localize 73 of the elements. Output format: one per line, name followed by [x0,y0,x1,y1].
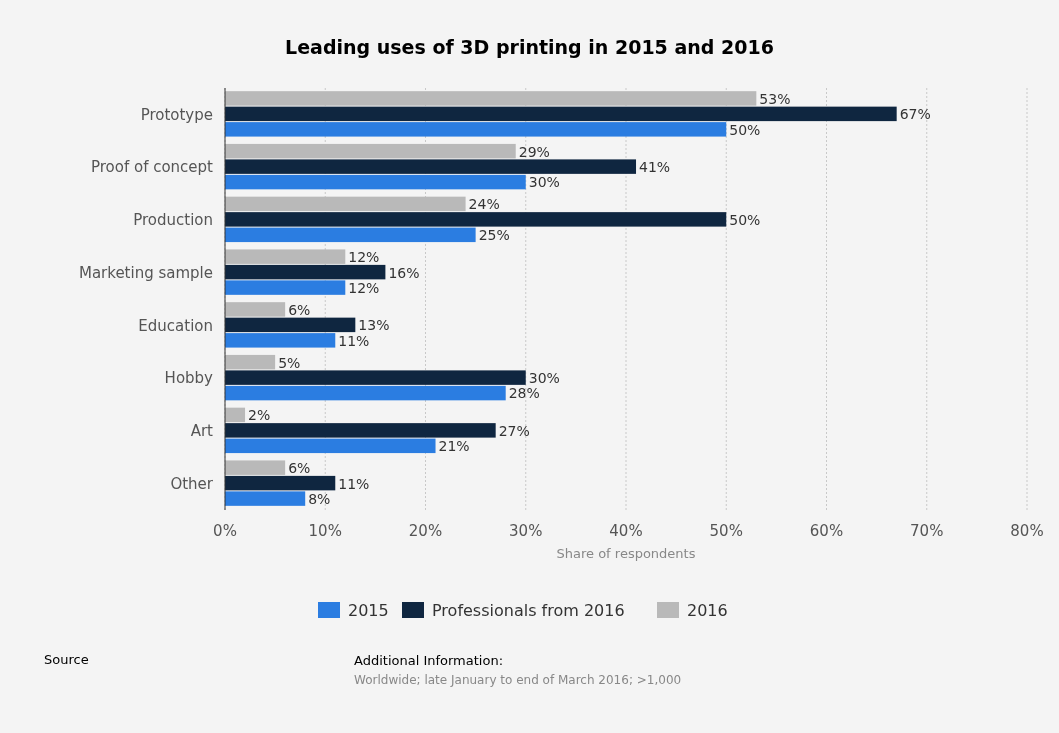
x-tick-label: 40% [609,522,643,540]
x-tick-label: 20% [408,522,443,540]
bar [225,491,306,506]
x-tick-label: 10% [308,522,342,540]
text: Additional Information: [354,653,504,668]
text: Source [44,652,89,667]
data-label: 25% [478,227,510,244]
data-label: 50% [729,121,761,138]
bar [225,159,637,174]
data-label: 41% [639,159,671,176]
data-label: 30% [528,370,560,387]
y-tick-label: Prototype [140,105,213,124]
x-tick-label: 50% [709,522,743,540]
bar [225,317,356,333]
y-tick-label: Production [133,211,213,230]
bar [225,460,286,475]
legend-label: 2016 [687,600,728,620]
data-label: 53% [759,90,791,107]
bar [225,264,386,280]
bar [225,106,897,122]
y-tick-label: Proof of concept [90,158,214,177]
data-label: 50% [729,211,761,228]
x-axis-title: Share of respondents [556,546,696,561]
bar [225,370,526,385]
y-tick-label: Hobby [164,369,214,388]
bar [225,91,757,106]
data-label: 11% [338,475,370,492]
bar [225,174,526,190]
bar [225,249,346,264]
chart-title: Leading uses of 3D printing in 2015 and 2016 [285,36,774,58]
x-tick-label: 0% [213,522,237,540]
data-label: 12% [348,249,380,266]
bar [225,438,436,454]
data-label: 16% [388,264,420,281]
data-label: 2% [248,407,271,424]
bar [225,407,246,423]
bar [225,302,286,317]
legend-label: Professionals from 2016 [432,600,625,620]
data-label: 11% [338,332,370,349]
x-tick-label: 30% [509,522,543,540]
bar [225,280,346,295]
data-label: 28% [508,385,540,402]
data-label: 12% [348,280,380,296]
bar [225,475,336,491]
data-label: 6% [288,301,311,318]
data-label: 13% [358,317,390,334]
bar [225,143,516,159]
data-label: 30% [528,174,560,191]
legend-label: 2015 [348,600,389,620]
bar [225,122,727,137]
bar [225,196,466,212]
data-label: 27% [498,422,530,439]
x-tick-label: 70% [910,522,944,540]
bar [225,212,727,227]
data-label: 67% [899,106,931,123]
data-label: 5% [278,354,301,371]
x-tick-label: 60% [809,522,844,540]
bar [225,385,506,401]
y-tick-label: Education [138,316,213,335]
x-tick-label: 80% [1010,522,1044,540]
data-label: 8% [308,491,331,507]
bar [225,333,336,348]
bar [225,354,276,370]
data-label: 24% [468,196,500,213]
y-tick-label: Other [170,474,214,493]
text: Worldwide; late January to end of March 2016; >1,000 [354,673,682,687]
y-tick-label: Marketing sample [78,263,213,282]
data-label: 21% [438,438,470,455]
bar [225,227,476,243]
bar [225,423,496,438]
data-label: 29% [518,143,550,160]
data-label: 6% [288,460,311,477]
y-tick-label: Art [190,422,214,441]
